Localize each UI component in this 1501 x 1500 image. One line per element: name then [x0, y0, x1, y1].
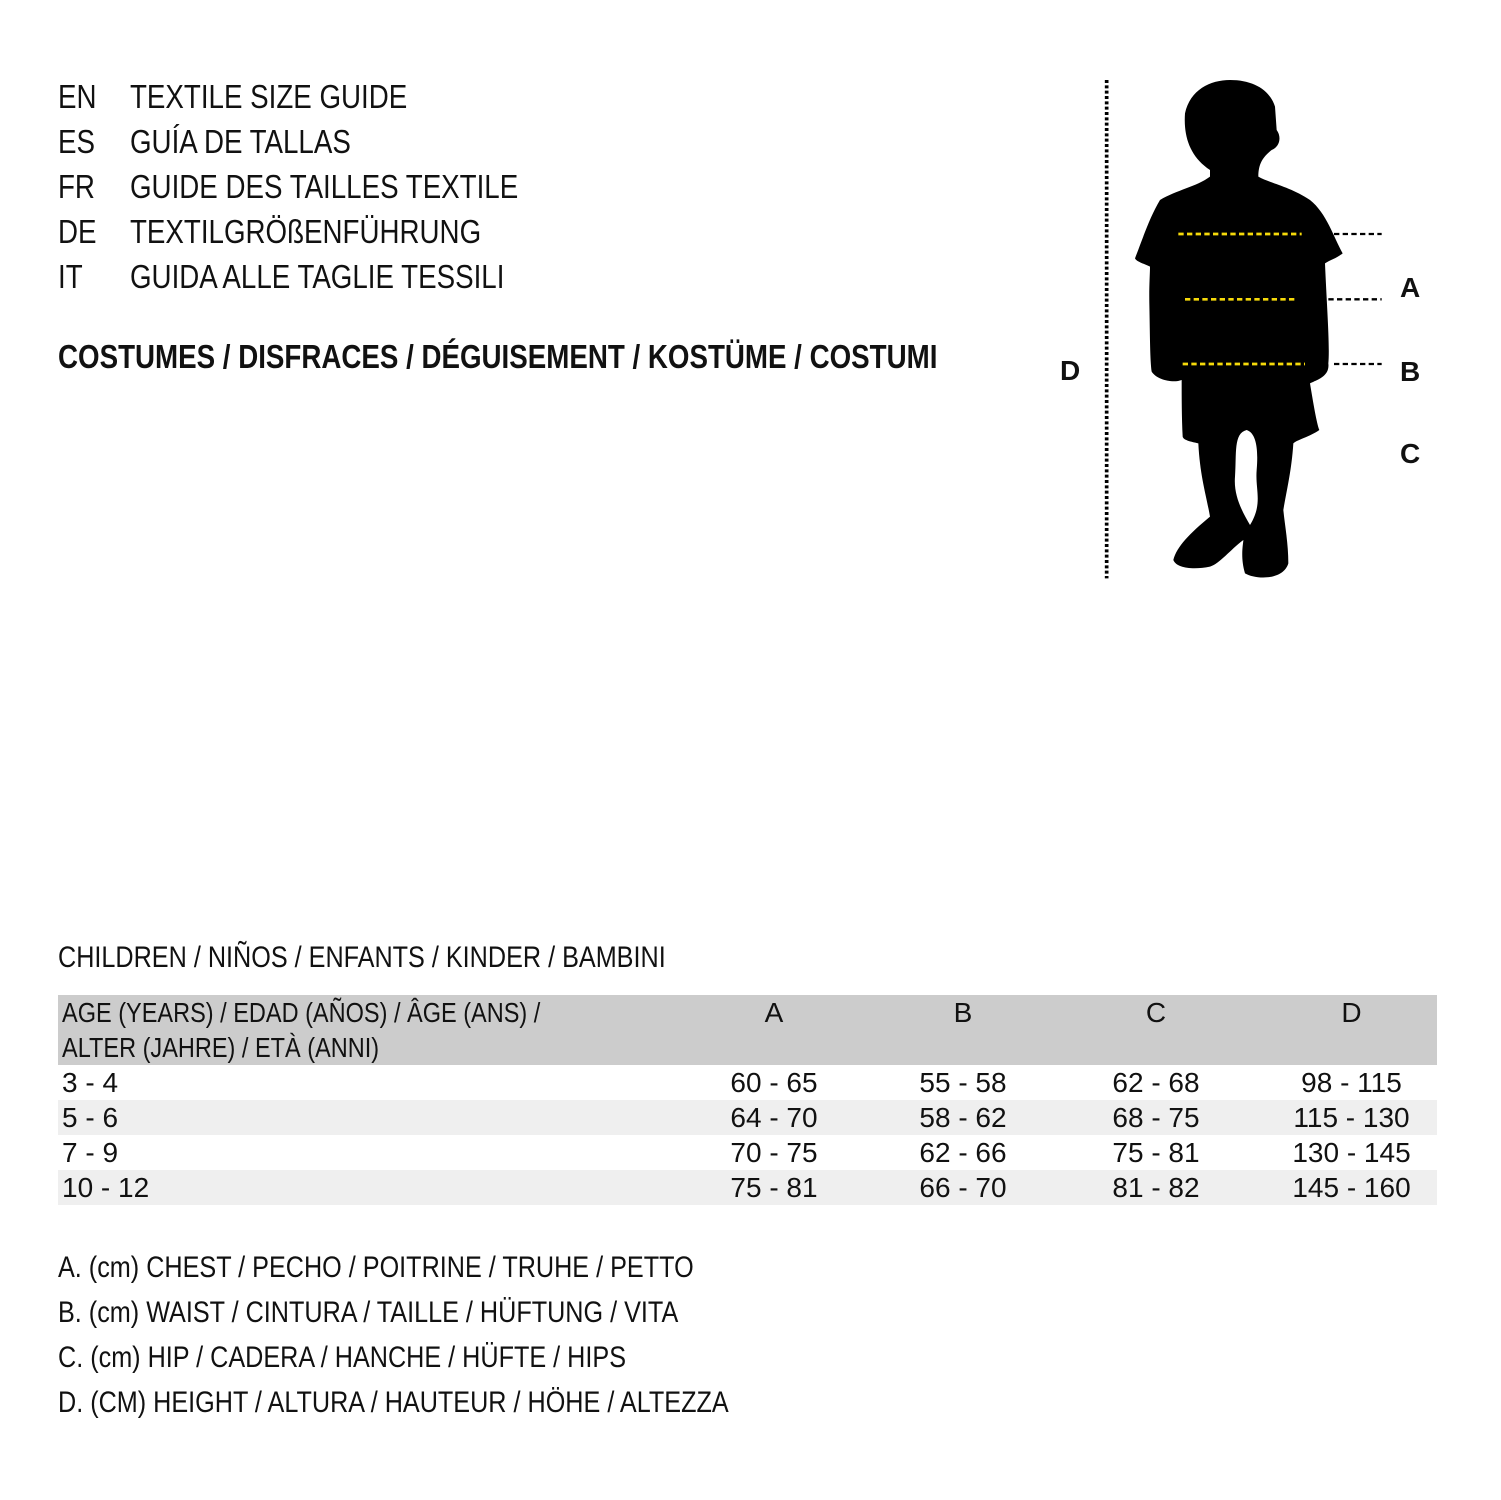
- column-header-d: D: [1341, 997, 1362, 1028]
- column-header-c: C: [1145, 997, 1167, 1028]
- table-row: 7 - 9 70 - 75 62 - 66 75 - 81 130 - 145: [58, 1135, 1437, 1170]
- measurement-cell: 70 - 75: [730, 1137, 818, 1168]
- category-text: COSTUMES / DISFRACES / DÉGUISEMENT / KOS…: [58, 338, 938, 375]
- size-table: AGE (YEARS) / EDAD (AÑOS) / ÂGE (ANS) / …: [58, 995, 1437, 1205]
- label-a: A: [1400, 272, 1421, 303]
- lang-code: EN: [58, 78, 97, 115]
- section-title-text: CHILDREN / NIÑOS / ENFANTS / KINDER / BA…: [58, 941, 666, 974]
- measurement-cell: 62 - 66: [919, 1137, 1007, 1168]
- lang-code: ES: [58, 123, 95, 160]
- leg-gap: [1234, 430, 1258, 525]
- lang-text: TEXTILGRÖßENFÜHRUNG: [130, 213, 482, 250]
- section-title: CHILDREN / NIÑOS / ENFANTS / KINDER / BA…: [58, 940, 781, 976]
- measurement-cell: 68 - 75: [1112, 1102, 1200, 1133]
- measurement-cell: 58 - 62: [919, 1102, 1007, 1133]
- label-b: B: [1400, 356, 1421, 387]
- age-cell: 7 - 9: [62, 1137, 119, 1168]
- category-heading: COSTUMES / DISFRACES / DÉGUISEMENT / KOS…: [58, 337, 1105, 377]
- lang-text: TEXTILE SIZE GUIDE: [130, 78, 408, 115]
- legend-b: B. (cm) WAIST / CINTURA / TAILLE / HÜFTU…: [58, 1295, 796, 1331]
- lang-code: IT: [58, 258, 83, 295]
- legend-text: C. (cm) HIP / CADERA / HANCHE / HÜFTE / …: [58, 1341, 626, 1374]
- legend-text: B. (cm) WAIST / CINTURA / TAILLE / HÜFTU…: [58, 1296, 679, 1329]
- label-d: D: [1060, 355, 1081, 386]
- column-header-a: A: [764, 997, 784, 1028]
- table-header-row: AGE (YEARS) / EDAD (AÑOS) / ÂGE (ANS) / …: [58, 995, 1437, 1065]
- measurement-cell: 66 - 70: [919, 1172, 1007, 1203]
- legend-a: A. (cm) CHEST / PECHO / POITRINE / TRUHE…: [58, 1250, 815, 1286]
- legend-text: D. (CM) HEIGHT / ALTURA / HAUTEUR / HÖHE…: [58, 1386, 729, 1419]
- measurement-cell: 62 - 68: [1112, 1067, 1200, 1098]
- child-silhouette: [1135, 80, 1343, 578]
- measurement-cell: 75 - 81: [1112, 1137, 1200, 1168]
- measurement-cell: 115 - 130: [1293, 1102, 1410, 1133]
- age-cell: 10 - 12: [62, 1172, 150, 1203]
- legend-c: C. (cm) HIP / CADERA / HANCHE / HÜFTE / …: [58, 1340, 734, 1376]
- age-column-header: AGE (YEARS) / EDAD (AÑOS) / ÂGE (ANS) / …: [58, 995, 668, 1065]
- lang-text: GUIDE DES TAILLES TEXTILE: [130, 168, 519, 205]
- measurement-cell: 75 - 81: [730, 1172, 818, 1203]
- measurement-cell: 98 - 115: [1301, 1067, 1402, 1098]
- measurement-cell: 81 - 82: [1112, 1172, 1200, 1203]
- column-header-b: B: [953, 997, 973, 1028]
- measurement-cell: 130 - 145: [1292, 1137, 1411, 1168]
- measurement-cell: 60 - 65: [730, 1067, 818, 1098]
- header-line-1: AGE (YEARS) / EDAD (AÑOS) / ÂGE (ANS) /: [62, 997, 541, 1028]
- lang-code: DE: [58, 213, 97, 250]
- table-row: 5 - 6 64 - 70 58 - 62 68 - 75 115 - 130: [58, 1100, 1437, 1135]
- child-silhouette-figure: [1104, 80, 1382, 579]
- age-cell: 3 - 4: [62, 1067, 119, 1098]
- age-cell: 5 - 6: [62, 1102, 119, 1133]
- lang-text: GUÍA DE TALLAS: [130, 123, 351, 160]
- lang-code: FR: [58, 168, 95, 205]
- measurement-cell: 145 - 160: [1292, 1172, 1411, 1203]
- legend-text: A. (cm) CHEST / PECHO / POITRINE / TRUHE…: [58, 1251, 694, 1284]
- measurement-cell: 55 - 58: [919, 1067, 1007, 1098]
- table-row: 3 - 4 60 - 65 55 - 58 62 - 68 98 - 115: [58, 1065, 1437, 1100]
- label-c: C: [1400, 438, 1421, 469]
- table-row: 10 - 12 75 - 81 66 - 70 81 - 82 145 - 160: [58, 1170, 1437, 1205]
- header-line-2: ALTER (JAHRE) / ETÀ (ANNI): [62, 1032, 380, 1063]
- measurement-cell: 64 - 70: [730, 1102, 818, 1133]
- legend-d: D. (CM) HEIGHT / ALTURA / HAUTEUR / HÖHE…: [58, 1385, 856, 1421]
- lang-text: GUIDA ALLE TAGLIE TESSILI: [130, 258, 505, 295]
